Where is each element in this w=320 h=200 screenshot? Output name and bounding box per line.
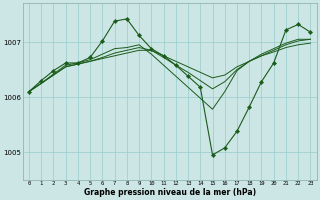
X-axis label: Graphe pression niveau de la mer (hPa): Graphe pression niveau de la mer (hPa) — [84, 188, 256, 197]
